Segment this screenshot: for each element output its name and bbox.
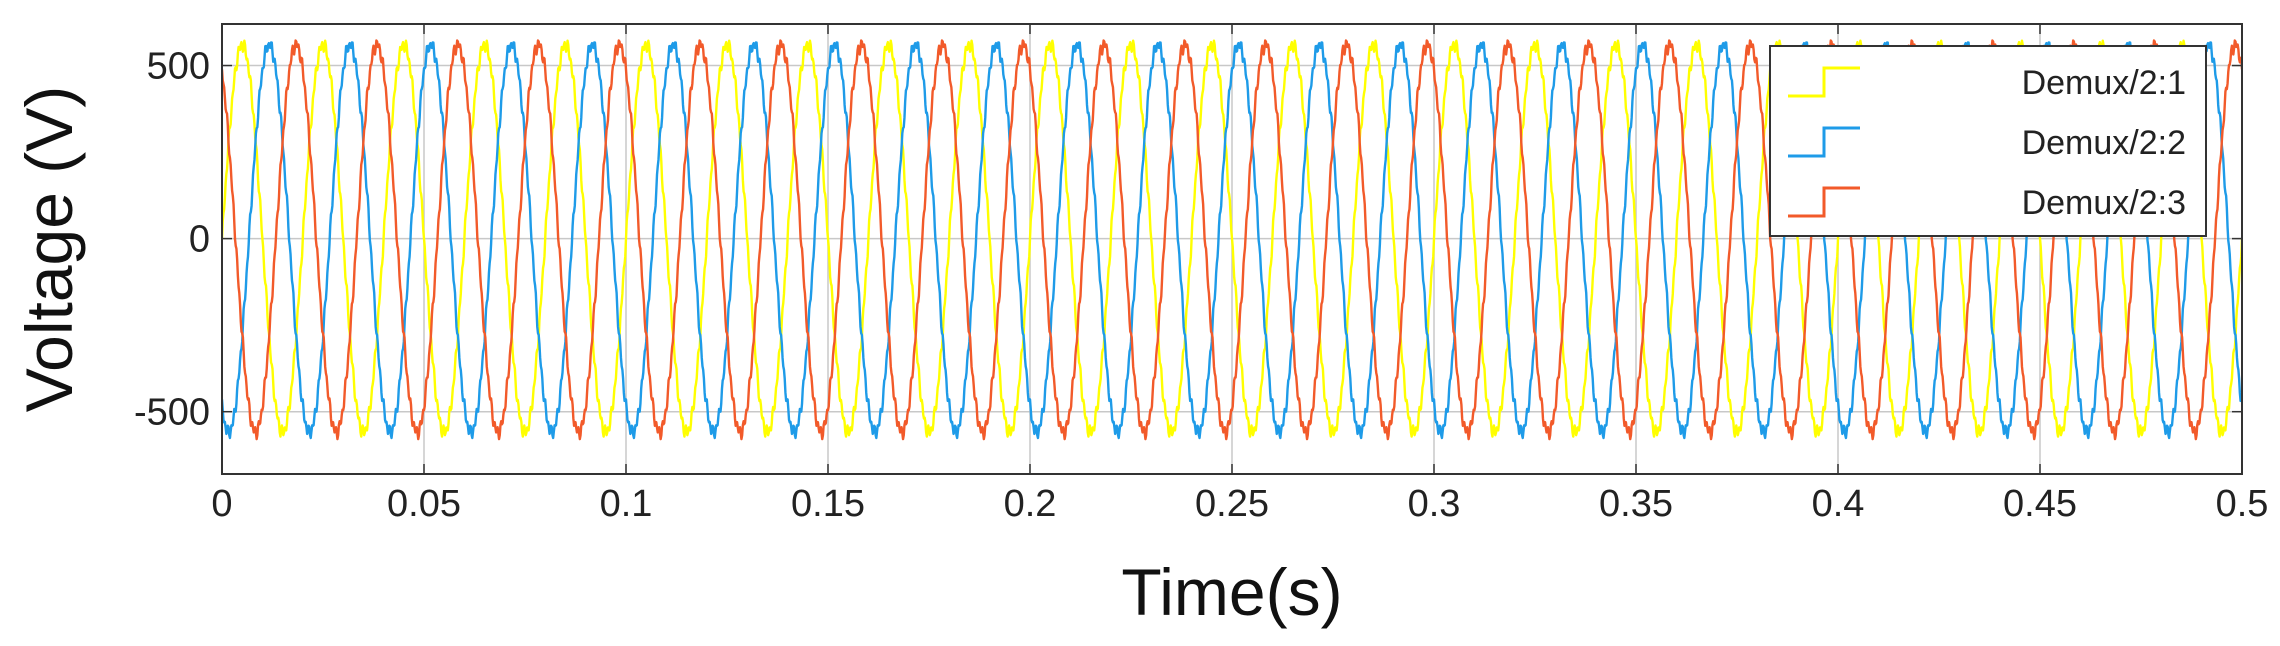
x-tick-label: 0.3 — [1408, 483, 1461, 525]
x-tick-label: 0.5 — [2216, 483, 2269, 525]
y-axis-title: Voltage (V) — [12, 86, 86, 413]
legend-swatch-3 — [1788, 186, 1860, 218]
legend-box — [1769, 45, 2207, 237]
x-tick-label: 0.4 — [1812, 483, 1865, 525]
legend-label: Demux/2:3 — [2022, 184, 2186, 222]
x-tick-label: 0.35 — [1599, 483, 1673, 525]
legend-label: Demux/2:1 — [2022, 64, 2186, 102]
x-tick-label: 0.2 — [1004, 483, 1057, 525]
legend: Demux/2:1 Demux/2:2 Demux/2:3 — [1769, 45, 2207, 237]
y-tick-label: 500 — [147, 46, 210, 88]
x-tick-label: 0.15 — [791, 483, 865, 525]
x-tick-label: 0.25 — [1195, 483, 1269, 525]
axis-ticks: 0 0.05 0.1 0.15 0.2 0.25 0.3 0.35 0.4 0.45 0.5 -500… — [134, 24, 2268, 525]
x-tick-label: 0.05 — [387, 483, 461, 525]
x-axis-title: Time(s) — [1121, 555, 1342, 629]
legend-swatch-1 — [1788, 66, 1860, 98]
series-line-2 — [222, 41, 2242, 440]
y-tick-label: 0 — [189, 219, 210, 261]
x-tick-label: 0.1 — [600, 483, 653, 525]
x-tick-label: 0.45 — [2003, 483, 2077, 525]
x-tick-label: 0 — [211, 483, 232, 525]
legend-swatch-2 — [1788, 126, 1860, 158]
series-line-1 — [222, 39, 2242, 438]
y-tick-label: -500 — [134, 392, 210, 434]
legend-label: Demux/2:2 — [2022, 124, 2186, 162]
